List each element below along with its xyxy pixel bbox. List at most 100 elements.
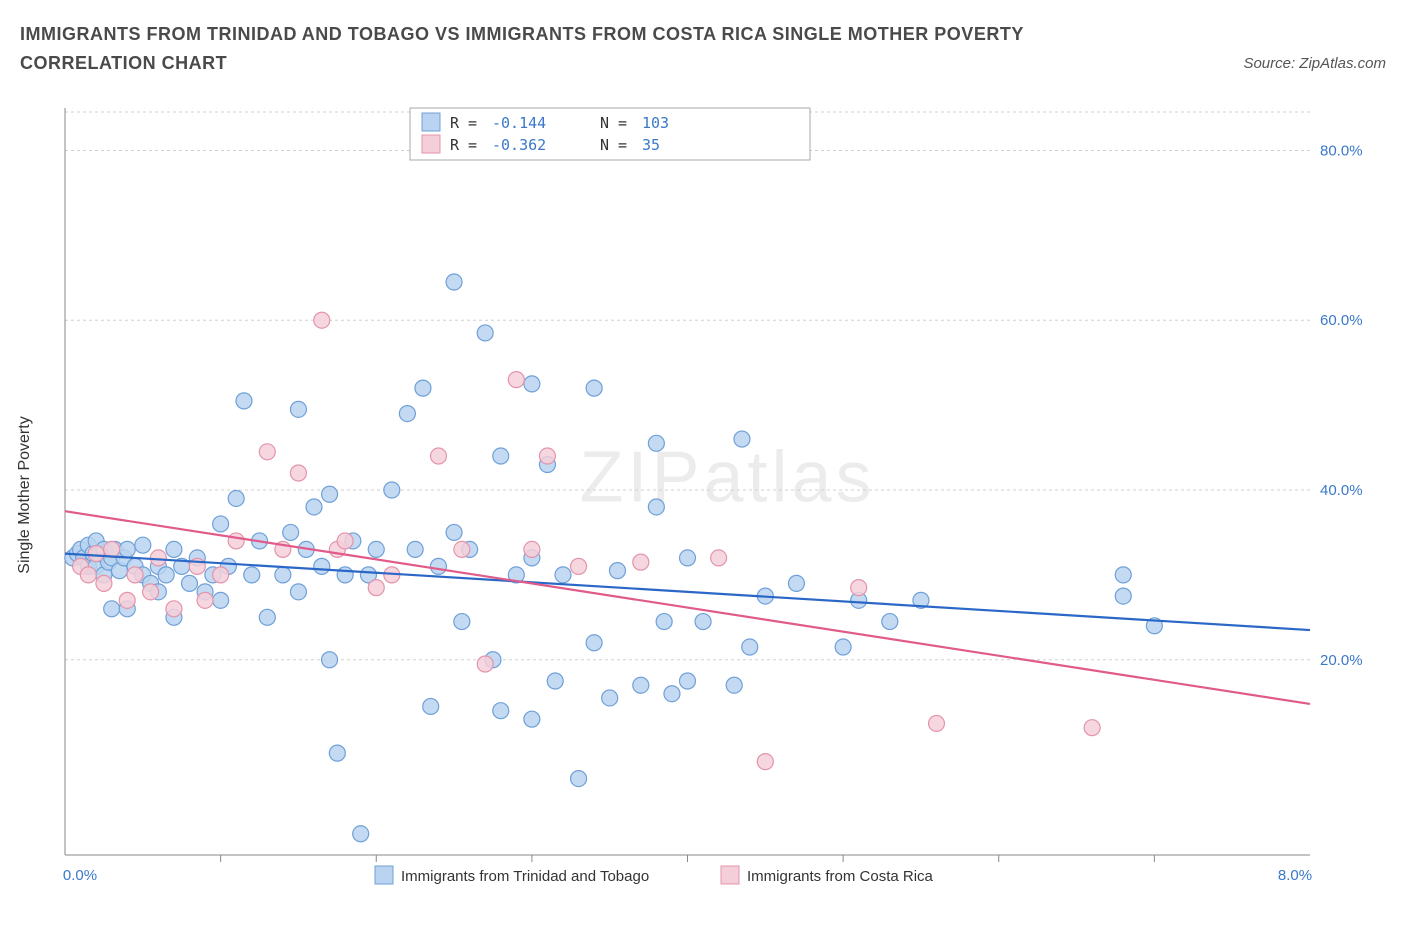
data-point-tt <box>275 567 291 583</box>
legend-r-value-cr: -0.362 <box>492 136 546 154</box>
y-tick-label: 20.0% <box>1320 652 1363 669</box>
data-point-tt <box>493 448 509 464</box>
data-point-tt <box>213 592 229 608</box>
data-point-tt <box>213 516 229 532</box>
data-point-tt <box>835 639 851 655</box>
data-point-tt <box>648 435 664 451</box>
data-point-tt <box>314 558 330 574</box>
data-point-cr <box>143 584 159 600</box>
data-point-tt <box>680 673 696 689</box>
legend-n-value-tt: 103 <box>642 114 669 132</box>
data-point-tt <box>259 609 275 625</box>
data-point-cr <box>150 550 166 566</box>
legend-r-value-tt: -0.144 <box>492 114 546 132</box>
data-point-tt <box>680 550 696 566</box>
data-point-tt <box>423 698 439 714</box>
legend-label-cr: Immigrants from Costa Rica <box>747 868 934 885</box>
data-point-tt <box>135 537 151 553</box>
legend-swatch-cr <box>422 135 440 153</box>
data-point-tt <box>236 393 252 409</box>
data-point-cr <box>127 567 143 583</box>
data-point-tt <box>290 584 306 600</box>
data-point-tt <box>555 567 571 583</box>
data-point-tt <box>547 673 563 689</box>
data-point-cr <box>929 715 945 731</box>
data-point-cr <box>508 372 524 388</box>
data-point-tt <box>415 380 431 396</box>
data-point-tt <box>322 486 338 502</box>
y-tick-label: 40.0% <box>1320 482 1363 499</box>
data-point-cr <box>228 533 244 549</box>
data-point-cr <box>851 580 867 596</box>
data-point-tt <box>322 652 338 668</box>
legend-n-label: N = <box>600 136 627 154</box>
data-point-tt <box>524 711 540 727</box>
data-point-tt <box>399 406 415 422</box>
data-point-tt <box>182 575 198 591</box>
data-point-tt <box>244 567 260 583</box>
legend-r-label: R = <box>450 114 477 132</box>
data-point-cr <box>539 448 555 464</box>
data-point-cr <box>213 567 229 583</box>
data-point-cr <box>633 554 649 570</box>
data-point-cr <box>337 533 353 549</box>
data-point-cr <box>104 541 120 557</box>
legend-swatch-tt <box>422 113 440 131</box>
data-point-cr <box>757 754 773 770</box>
data-point-tt <box>166 541 182 557</box>
data-point-tt <box>104 601 120 617</box>
data-point-tt <box>446 274 462 290</box>
legend-swatch-bottom-tt <box>375 866 393 884</box>
data-point-tt <box>524 376 540 392</box>
data-point-tt <box>477 325 493 341</box>
data-point-tt <box>586 380 602 396</box>
chart-title: IMMIGRANTS FROM TRINIDAD AND TOBAGO VS I… <box>20 20 1070 78</box>
data-point-tt <box>446 524 462 540</box>
data-point-tt <box>368 541 384 557</box>
x-tick-label: 0.0% <box>63 867 97 884</box>
data-point-cr <box>711 550 727 566</box>
y-axis-label: Single Mother Poverty <box>16 416 34 573</box>
data-point-tt <box>726 677 742 693</box>
legend-label-tt: Immigrants from Trinidad and Tobago <box>401 868 649 885</box>
legend-n-value-cr: 35 <box>642 136 660 154</box>
data-point-tt <box>290 401 306 417</box>
data-point-tt <box>609 563 625 579</box>
data-point-tt <box>283 524 299 540</box>
y-tick-label: 80.0% <box>1320 142 1363 159</box>
data-point-tt <box>228 490 244 506</box>
data-point-tt <box>695 614 711 630</box>
data-point-cr <box>314 312 330 328</box>
data-point-cr <box>571 558 587 574</box>
data-point-tt <box>306 499 322 515</box>
data-point-tt <box>493 703 509 719</box>
data-point-tt <box>602 690 618 706</box>
data-point-cr <box>1084 720 1100 736</box>
legend-swatch-bottom-cr <box>721 866 739 884</box>
data-point-tt <box>407 541 423 557</box>
legend-r-label: R = <box>450 136 477 154</box>
data-point-tt <box>119 541 135 557</box>
data-point-cr <box>96 575 112 591</box>
data-point-tt <box>329 745 345 761</box>
data-point-tt <box>571 771 587 787</box>
data-point-cr <box>524 541 540 557</box>
data-point-cr <box>166 601 182 617</box>
data-point-cr <box>431 448 447 464</box>
data-point-cr <box>290 465 306 481</box>
data-point-tt <box>586 635 602 651</box>
data-point-tt <box>431 558 447 574</box>
data-point-cr <box>368 580 384 596</box>
x-tick-label: 8.0% <box>1278 867 1312 884</box>
data-point-tt <box>633 677 649 693</box>
data-point-tt <box>882 614 898 630</box>
data-point-tt <box>742 639 758 655</box>
data-point-tt <box>454 614 470 630</box>
data-point-tt <box>648 499 664 515</box>
data-point-cr <box>119 592 135 608</box>
data-point-tt <box>664 686 680 702</box>
data-point-cr <box>477 656 493 672</box>
data-point-tt <box>656 614 672 630</box>
data-point-cr <box>88 546 104 562</box>
data-point-tt <box>353 826 369 842</box>
